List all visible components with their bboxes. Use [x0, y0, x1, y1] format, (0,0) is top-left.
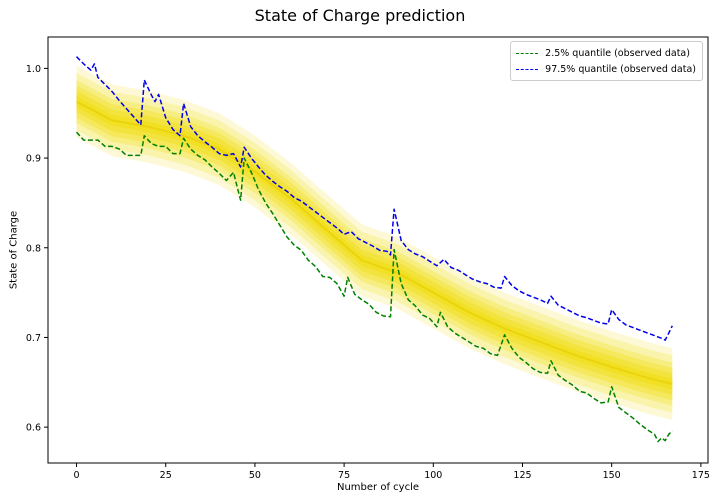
x-tick-label-6: 150	[603, 470, 621, 481]
legend-swatch-upper	[516, 68, 539, 70]
band-layer-1	[76, 72, 673, 413]
chart-title: State of Charge prediction	[254, 6, 466, 25]
y-tick-label-0: 0.6	[26, 423, 41, 434]
y-tick-label-3: 0.9	[26, 154, 41, 165]
x-tick-label-1: 25	[160, 470, 172, 481]
legend-label-upper: 97.5% quantile (observed data)	[545, 63, 696, 75]
prediction-band	[76, 65, 673, 420]
band-layer-0	[76, 65, 673, 420]
x-axis-label: Number of cycle	[336, 482, 419, 493]
x-tick-label-5: 125	[513, 470, 531, 481]
x-tick-label-3: 75	[338, 470, 350, 481]
axes: 0 25 50 75 100 125 150 175 0.6 0.7 0.8 0.9 1.0	[26, 36, 710, 481]
quantile-series	[75, 56, 673, 443]
y-tick-label-1: 0.7	[26, 333, 41, 344]
x-tick-label-2: 50	[249, 470, 261, 481]
legend-label-lower: 2.5% quantile (observed data)	[545, 47, 690, 59]
x-tick-label-4: 100	[424, 470, 442, 481]
x-tick-label-7: 175	[692, 470, 710, 481]
legend-item-lower: 2.5% quantile (observed data)	[516, 45, 696, 61]
x-tick-label-0: 0	[74, 470, 80, 481]
legend-item-upper: 97.5% quantile (observed data)	[516, 61, 696, 77]
legend: 2.5% quantile (observed data) 97.5% quan…	[510, 41, 703, 81]
band-layer-2	[76, 80, 673, 406]
y-tick-label-2: 0.8	[26, 243, 41, 254]
legend-swatch-lower	[516, 52, 539, 54]
y-axis-label: State of Charge	[8, 210, 20, 290]
series-line-1	[75, 56, 673, 341]
band-layer-4	[76, 90, 673, 395]
band-layer-3	[76, 85, 673, 401]
y-tick-label-4: 1.0	[26, 64, 41, 75]
series-line-0	[75, 131, 673, 443]
plot-frame	[47, 36, 709, 464]
